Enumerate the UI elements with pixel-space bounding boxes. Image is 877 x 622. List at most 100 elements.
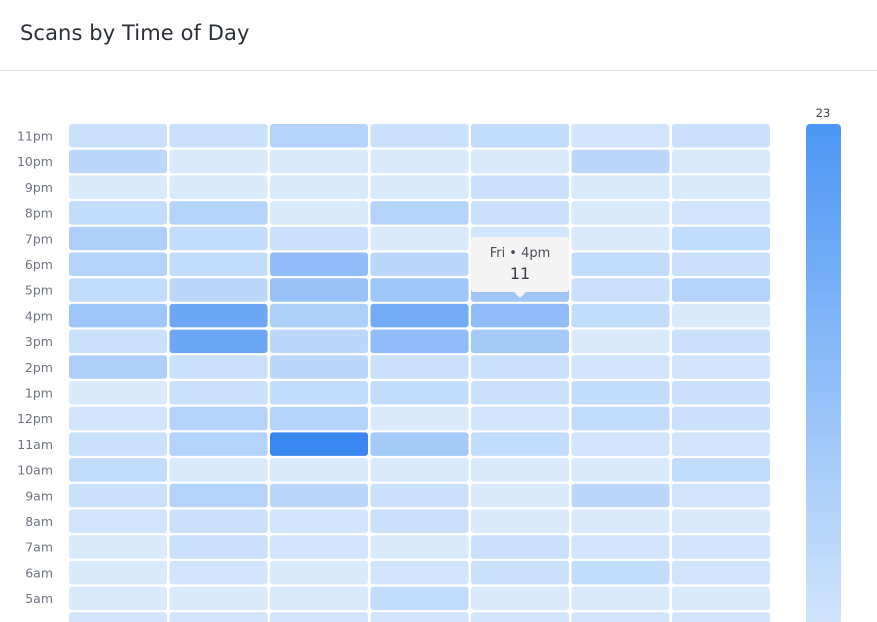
heatmap-cell[interactable] (370, 406, 469, 431)
heatmap-cell[interactable] (270, 201, 368, 225)
heatmap-cell[interactable] (672, 432, 770, 456)
heatmap-cell[interactable] (69, 406, 167, 431)
heatmap-cell[interactable] (571, 329, 670, 354)
heatmap-cell[interactable] (69, 458, 167, 482)
heatmap-cell[interactable] (571, 303, 670, 328)
heatmap-cell[interactable] (270, 149, 368, 174)
heatmap-cell[interactable] (471, 458, 569, 482)
heatmap-cell[interactable] (169, 612, 268, 622)
heatmap-cell[interactable] (69, 201, 167, 225)
heatmap-cell[interactable] (370, 355, 469, 379)
heatmap-cell[interactable] (69, 612, 167, 622)
heatmap-cell[interactable] (370, 560, 469, 585)
heatmap-cell[interactable] (370, 381, 469, 405)
heatmap-cell[interactable] (270, 303, 368, 328)
heatmap-cell[interactable] (571, 252, 670, 277)
heatmap-cell[interactable] (370, 483, 469, 508)
heatmap-cell[interactable] (69, 509, 167, 534)
heatmap-cell[interactable] (169, 560, 268, 585)
heatmap-cell[interactable] (169, 329, 268, 354)
heatmap-cell[interactable] (571, 586, 670, 611)
heatmap-cell[interactable] (270, 329, 368, 354)
heatmap-cell[interactable] (169, 149, 268, 174)
heatmap-cell[interactable] (471, 432, 569, 456)
heatmap-cell[interactable] (571, 226, 670, 251)
heatmap-cell[interactable] (270, 458, 368, 482)
heatmap-cell[interactable] (370, 535, 469, 559)
heatmap-cell[interactable] (370, 458, 469, 482)
heatmap-cell[interactable] (169, 535, 268, 559)
heatmap-cell[interactable] (471, 560, 569, 585)
heatmap-cell[interactable] (571, 124, 670, 148)
heatmap-cell[interactable] (270, 175, 368, 199)
heatmap-cell[interactable] (370, 124, 469, 148)
heatmap-cell[interactable] (571, 535, 670, 559)
heatmap-cell[interactable] (672, 381, 770, 405)
heatmap-cell[interactable] (270, 406, 368, 431)
heatmap-cell[interactable] (169, 406, 268, 431)
heatmap-cell[interactable] (672, 278, 770, 302)
heatmap-cell[interactable] (471, 406, 569, 431)
heatmap-cell[interactable] (471, 124, 569, 148)
heatmap-cell[interactable] (471, 329, 569, 354)
heatmap-cell[interactable] (270, 560, 368, 585)
heatmap-cell[interactable] (169, 509, 268, 534)
heatmap-cell[interactable] (270, 612, 368, 622)
heatmap-cell[interactable] (169, 201, 268, 225)
heatmap-cell[interactable] (672, 303, 770, 328)
heatmap-cell[interactable] (571, 458, 670, 482)
heatmap-cell[interactable] (370, 509, 469, 534)
heatmap-cell[interactable] (571, 149, 670, 174)
heatmap-cell[interactable] (270, 509, 368, 534)
heatmap-cell[interactable] (69, 355, 167, 379)
heatmap-cell[interactable] (571, 355, 670, 379)
heatmap-cell[interactable] (370, 303, 469, 328)
heatmap-cell[interactable] (69, 303, 167, 328)
heatmap-cell[interactable] (672, 124, 770, 148)
heatmap-cell[interactable] (672, 535, 770, 559)
heatmap-cell[interactable] (672, 586, 770, 611)
heatmap-cell[interactable] (270, 226, 368, 251)
heatmap-cell[interactable] (571, 483, 670, 508)
heatmap-cell[interactable] (672, 355, 770, 379)
heatmap-cell[interactable] (270, 586, 368, 611)
heatmap-cell[interactable] (169, 432, 268, 456)
heatmap-cell[interactable] (270, 278, 368, 302)
heatmap-cell[interactable] (370, 149, 469, 174)
heatmap-cell[interactable] (471, 381, 569, 405)
heatmap-cell[interactable] (471, 509, 569, 534)
heatmap-cell[interactable] (370, 586, 469, 611)
heatmap-cell[interactable] (69, 560, 167, 585)
heatmap-cell[interactable] (169, 586, 268, 611)
heatmap-cell[interactable] (471, 586, 569, 611)
heatmap-cell[interactable] (571, 406, 670, 431)
heatmap-cell[interactable] (471, 535, 569, 559)
heatmap-cell[interactable] (69, 586, 167, 611)
heatmap-cell[interactable] (471, 303, 569, 328)
heatmap-cell[interactable] (370, 612, 469, 622)
heatmap-cell[interactable] (270, 483, 368, 508)
heatmap-cell[interactable] (270, 535, 368, 559)
heatmap-cell[interactable] (571, 175, 670, 199)
heatmap-cell[interactable] (69, 124, 167, 148)
heatmap-cell[interactable] (370, 201, 469, 225)
heatmap-cell[interactable] (69, 149, 167, 174)
heatmap-cell[interactable] (69, 483, 167, 508)
heatmap-cell[interactable] (169, 458, 268, 482)
heatmap-cell[interactable] (571, 278, 670, 302)
heatmap-cell[interactable] (370, 252, 469, 277)
heatmap-cell[interactable] (571, 201, 670, 225)
heatmap-cell[interactable] (169, 381, 268, 405)
heatmap-cell[interactable] (672, 226, 770, 251)
heatmap-cell[interactable] (471, 149, 569, 174)
heatmap-cell[interactable] (270, 252, 368, 277)
heatmap-cell[interactable] (672, 175, 770, 199)
heatmap-cell[interactable] (571, 560, 670, 585)
heatmap-cell[interactable] (169, 483, 268, 508)
heatmap-cell[interactable] (270, 124, 368, 148)
heatmap-cell[interactable] (370, 278, 469, 302)
heatmap-cell[interactable] (370, 226, 469, 251)
heatmap-cell[interactable] (69, 329, 167, 354)
heatmap-cell[interactable] (672, 612, 770, 622)
heatmap-cell[interactable] (471, 201, 569, 225)
